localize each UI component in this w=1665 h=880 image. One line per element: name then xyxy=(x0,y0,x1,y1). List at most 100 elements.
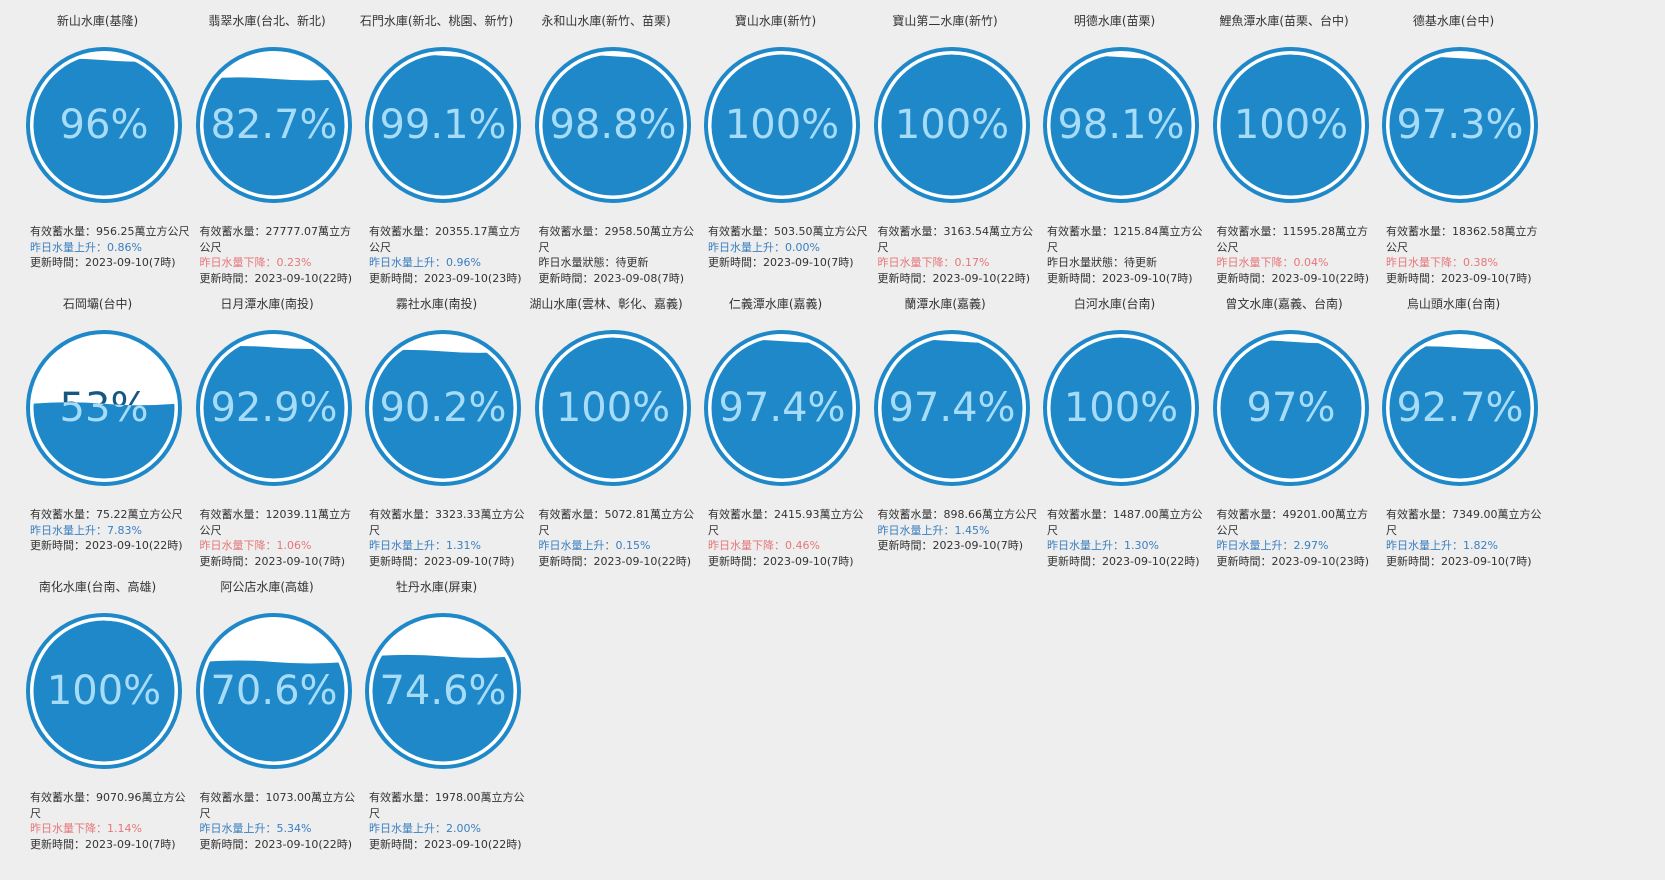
effective-capacity: 有效蓄水量：898.66萬立方公尺 xyxy=(877,508,1038,521)
reservoir-info: 有效蓄水量：2958.50萬立方公尺 昨日水量狀態：待更新 更新時間：2023-09… xyxy=(539,224,701,286)
water-level-gauge: 97.4%97.4% xyxy=(873,330,1030,486)
water-fill xyxy=(1220,54,1361,196)
percent-label-on-water: 100% xyxy=(555,385,669,431)
daily-change: 昨日水量狀態：待更新 xyxy=(1047,256,1157,269)
reservoir-info: 有效蓄水量：11595.28萬立方公尺昨日水量下降：0.04% 更新時間：2023… xyxy=(1217,224,1379,286)
effective-capacity: 有效蓄水量：5072.81萬立方公尺 xyxy=(538,508,695,537)
reservoir-info: 有效蓄水量：1978.00萬立方公尺 昨日水量上升：2.00% 更新時間：2023-… xyxy=(369,790,531,852)
reservoir-info: 有效蓄水量：18362.58萬立方公尺 昨日水量下降：0.38% 更新時間：2023… xyxy=(1386,224,1548,286)
water-level-gauge: 70.6%70.6% xyxy=(195,613,352,769)
update-time: 更新時間：2023-09-10(22時) xyxy=(30,539,183,552)
reservoir-name: 永和山水庫(新竹、苗栗) xyxy=(541,14,671,28)
percent-label-on-water: 100% xyxy=(47,668,161,714)
update-time: 更新時間：2023-09-10(7時) xyxy=(708,256,854,269)
percent-label-on-water: 92.7% xyxy=(1396,385,1523,431)
daily-change: 昨日水量上升：7.83% xyxy=(30,523,142,537)
effective-capacity: 有效蓄水量：11595.28萬立方公尺 xyxy=(1216,225,1369,254)
water-fill xyxy=(881,339,1022,479)
effective-capacity: 有效蓄水量：503.50萬立方公尺 xyxy=(708,225,868,238)
effective-capacity: 有效蓄水量：2958.50萬立方公尺 xyxy=(538,225,695,254)
daily-change: 昨日水量下降：1.06% xyxy=(199,539,312,552)
update-time: 更新時間：2023-09-10(23時) xyxy=(1216,554,1370,568)
reservoir-name: 德基水庫(台中) xyxy=(1412,14,1495,28)
reservoir-info: 有效蓄水量：1487.00萬立方公尺 昨日水量上升：1.30% 更新時間：2023-… xyxy=(1047,507,1209,569)
update-time: 更新時間：2023-09-10(7時) xyxy=(369,554,515,568)
update-time: 更新時間：2023-09-08(7時) xyxy=(538,271,685,285)
reservoir-name: 阿公店水庫(高雄) xyxy=(220,580,314,594)
water-fill xyxy=(1389,346,1531,479)
reservoir-name: 曾文水庫(嘉義、台南) xyxy=(1225,297,1343,311)
percent-label-on-water: 100% xyxy=(1064,385,1178,431)
water-fill xyxy=(1050,337,1192,479)
water-level-gauge: 97.4%97.4% xyxy=(704,330,860,486)
percent-label-on-water: 98.1% xyxy=(1057,102,1184,148)
percent-label-on-water: 70.6% xyxy=(210,668,337,714)
update-time: 更新時間：2023-09-10(7時) xyxy=(199,554,346,568)
reservoir-info: 有效蓄水量：956.25萬立方公尺 昨日水量上升：0.86% 更新時間：2023-0… xyxy=(30,224,192,271)
update-time: 更新時間：2023-09-10(22時) xyxy=(199,837,353,851)
percent-label-on-water: 92.9% xyxy=(210,385,337,431)
update-time: 更新時間：2023-09-10(22時) xyxy=(877,271,1031,285)
water-fill xyxy=(711,339,853,479)
daily-change: 昨日水量下降：1.14% xyxy=(30,822,142,835)
reservoir-name: 湖山水庫(雲林、彰化、嘉義) xyxy=(529,297,683,311)
daily-change: 昨日水量下降：0.46% xyxy=(708,539,820,552)
reservoir-info: 有效蓄水量：1073.00萬立方公尺 昨日水量上升：5.34% 更新時間：2023-… xyxy=(200,790,362,852)
effective-capacity: 有效蓄水量：75.22萬立方公尺 xyxy=(30,508,183,521)
effective-capacity: 有效蓄水量：18362.58萬立方公尺 xyxy=(1386,225,1538,254)
reservoir-info: 有效蓄水量：503.50萬立方公尺 昨日水量上升：0.00% 更新時間：2023-0… xyxy=(708,224,870,271)
percent-label-on-water: 74.6% xyxy=(379,668,506,714)
effective-capacity: 有效蓄水量：20355.17萬立方公尺 xyxy=(369,225,521,254)
update-time: 更新時間：2023-09-10(7時) xyxy=(877,539,1024,552)
update-time: 更新時間：2023-09-10(7時) xyxy=(708,554,854,568)
reservoir-name: 寶山第二水庫(新竹) xyxy=(892,14,998,28)
percent-label-on-water: 100% xyxy=(1233,102,1347,148)
water-level-gauge: 100%100% xyxy=(704,47,860,203)
effective-capacity: 有效蓄水量：1215.84萬立方公尺 xyxy=(1047,225,1203,254)
percent-label-on-water: 53% xyxy=(60,385,149,431)
update-time: 更新時間：2023-09-10(22時) xyxy=(1216,271,1370,285)
update-time: 更新時間：2023-09-10(22時) xyxy=(1047,554,1200,568)
daily-change: 昨日水量上升：0.15% xyxy=(538,539,651,552)
update-time: 更新時間：2023-09-10(7時) xyxy=(30,256,176,269)
daily-change: 昨日水量下降：0.04% xyxy=(1216,256,1329,269)
percent-label-on-water: 96% xyxy=(60,102,149,148)
effective-capacity: 有效蓄水量：1978.00萬立方公尺 xyxy=(369,791,525,820)
reservoir-info: 有效蓄水量：5072.81萬立方公尺 昨日水量上升：0.15% 更新時間：2023-… xyxy=(539,507,701,569)
water-fill xyxy=(372,54,514,196)
reservoir-info: 有效蓄水量：2415.93萬立方公尺昨日水量下降：0.46% 更新時間：2023-… xyxy=(708,507,870,569)
water-level-gauge: 82.7%82.7% xyxy=(195,47,352,203)
water-level-gauge: 97.3%97.3% xyxy=(1382,47,1538,203)
effective-capacity: 有效蓄水量：9070.96萬立方公尺 xyxy=(30,791,186,820)
water-level-gauge: 98.1%98.1% xyxy=(1043,47,1199,203)
percent-label-on-water: 90.2% xyxy=(379,385,506,431)
reservoir-name: 新山水庫(基隆) xyxy=(56,14,139,28)
water-fill xyxy=(542,54,683,196)
daily-change: 昨日水量上升：0.96% xyxy=(369,256,481,269)
reservoir-name: 日月潭水庫(南投) xyxy=(220,297,314,311)
water-level-gauge: 100%100% xyxy=(26,613,182,769)
percent-label-on-water: 97% xyxy=(1246,385,1335,431)
daily-change: 昨日水量上升：0.00% xyxy=(708,240,820,254)
reservoir-name: 明德水庫(苗栗) xyxy=(1073,14,1156,28)
water-fill xyxy=(711,54,853,196)
water-fill xyxy=(1389,56,1531,196)
daily-change: 昨日水量下降：0.38% xyxy=(1386,256,1498,269)
reservoir-name: 石門水庫(新北、桃園、新竹) xyxy=(359,14,514,28)
reservoir-name: 鯉魚潭水庫(苗栗、台中) xyxy=(1219,14,1349,28)
water-fill xyxy=(33,402,175,479)
percent-label-on-water: 98.8% xyxy=(549,102,676,148)
reservoir-info: 有效蓄水量：12039.11萬立方公尺 昨日水量下降：1.06% 更新時間：2023… xyxy=(200,507,362,569)
effective-capacity: 有效蓄水量：2415.93萬立方公尺 xyxy=(708,508,864,537)
reservoir-name: 翡翠水庫(台北、新北) xyxy=(208,14,326,28)
update-time: 更新時間：2023-09-10(22時) xyxy=(369,837,522,851)
effective-capacity: 有效蓄水量：956.25萬立方公尺 xyxy=(30,225,190,238)
water-fill xyxy=(372,654,514,762)
daily-change: 昨日水量下降：0.17% xyxy=(877,256,990,269)
effective-capacity: 有效蓄水量：3323.33萬立方公尺 xyxy=(369,508,525,537)
reservoir-info: 有效蓄水量：9070.96萬立方公尺 昨日水量下降：1.14% 更新時間：2023-… xyxy=(30,790,192,852)
update-time: 更新時間：2023-09-10(23時) xyxy=(369,271,522,285)
effective-capacity: 有效蓄水量：1073.00萬立方公尺 xyxy=(199,791,356,820)
daily-change: 昨日水量下降：0.23% xyxy=(199,256,312,269)
